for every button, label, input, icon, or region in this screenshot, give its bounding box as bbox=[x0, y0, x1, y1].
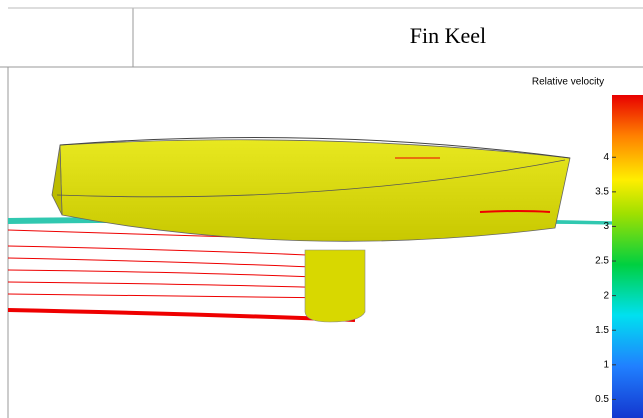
tick-label: 1 bbox=[603, 359, 609, 370]
tick-label: 1.5 bbox=[595, 325, 609, 336]
title: Fin Keel bbox=[410, 23, 486, 48]
ship-render bbox=[7, 136, 643, 323]
colorbar-label: Relative velocity bbox=[532, 77, 604, 88]
tick-label: 4 bbox=[603, 152, 609, 163]
colorbar: Relative velocity 0.5 1 1.5 2 2.5 3 3.5 4 bbox=[532, 77, 643, 418]
tick-label: 0.5 bbox=[595, 394, 609, 405]
tick-label: 3 bbox=[603, 221, 609, 232]
header: Fin Keel bbox=[0, 7, 643, 68]
tick-label: 2.5 bbox=[595, 256, 609, 267]
tick-label: 3.5 bbox=[595, 186, 609, 197]
colorbar-scale bbox=[612, 95, 643, 418]
tick-label: 2 bbox=[603, 290, 609, 301]
